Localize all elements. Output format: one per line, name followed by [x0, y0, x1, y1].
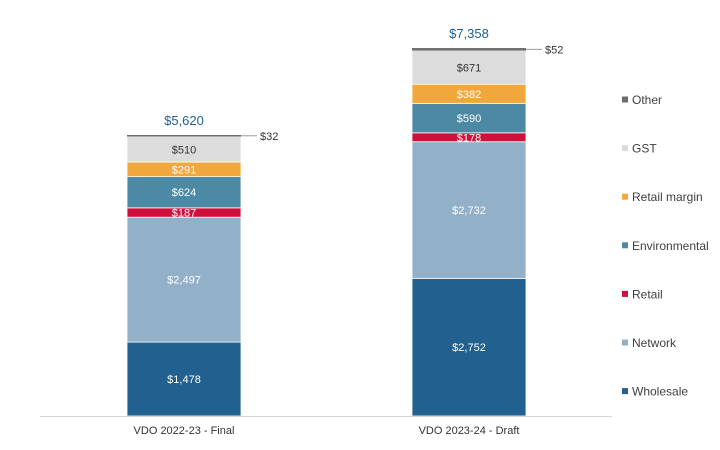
- legend-swatch: [622, 339, 628, 346]
- legend-item-retail: Retail: [622, 287, 663, 301]
- legend-item-retail-margin: Retail margin: [622, 190, 703, 204]
- bar-segment-wholesale: [411, 277, 527, 417]
- data-label-gst: $671: [457, 62, 481, 74]
- legend-swatch: [622, 193, 628, 200]
- data-label-network: $2,732: [452, 205, 486, 217]
- bar-segment-other: [412, 48, 526, 51]
- legend-label: Retail margin: [632, 190, 703, 204]
- legend-label: Network: [632, 336, 677, 350]
- total-label: $7,358: [449, 26, 489, 41]
- legend-label: Environmental: [632, 239, 709, 253]
- data-label-gst: $510: [172, 144, 196, 156]
- legend-swatch: [622, 96, 628, 103]
- bar-segment-network: [411, 141, 527, 279]
- legend-label: GST: [632, 142, 657, 156]
- legend-item-environmental: Environmental: [622, 239, 709, 253]
- data-label-environmental: $590: [457, 113, 481, 125]
- legend-label: Wholesale: [632, 385, 688, 399]
- bar-segment-wholesale: [126, 341, 242, 417]
- legend-item-other: Other: [622, 93, 662, 107]
- legend-item-wholesale: Wholesale: [622, 385, 688, 399]
- legend-item-network: Network: [622, 336, 677, 350]
- total-label: $5,620: [164, 113, 204, 128]
- bar-segment-gst: [411, 50, 527, 85]
- data-label-retail: $187: [172, 208, 196, 220]
- bar-segment-environmental: [411, 102, 527, 134]
- legend-label: Other: [632, 93, 662, 107]
- legend-swatch: [622, 290, 628, 297]
- data-label-retail-margin: $382: [457, 89, 481, 101]
- category-label: VDO 2022-23 - Final: [134, 425, 235, 437]
- data-label-environmental: $624: [172, 187, 196, 199]
- data-label-other: $32: [260, 131, 278, 143]
- data-label-network: $2,497: [167, 275, 201, 287]
- category-label: VDO 2023-24 - Draft: [419, 425, 520, 437]
- data-label-retail: $178: [457, 132, 481, 144]
- legend-label: Retail: [632, 287, 663, 301]
- legend-swatch: [622, 145, 628, 152]
- data-label-wholesale: $1,478: [167, 374, 201, 386]
- bar-segment-environmental: [126, 176, 242, 209]
- legend-swatch: [622, 242, 628, 249]
- plot-area: $1,478 $2,497 $187 $624 $291 $510 $32 $5,620 VDO…: [40, 26, 612, 437]
- legend: Other GST Retail margin Environmental Retail…: [622, 93, 709, 399]
- data-label-retail-margin: $291: [172, 164, 196, 176]
- data-label-other: $52: [545, 44, 563, 56]
- data-label-wholesale: $2,752: [452, 342, 486, 354]
- bar-segment-network: [126, 216, 242, 343]
- legend-item-gst: GST: [622, 142, 657, 156]
- legend-swatch: [622, 388, 628, 395]
- bar-segment-other: [127, 134, 241, 137]
